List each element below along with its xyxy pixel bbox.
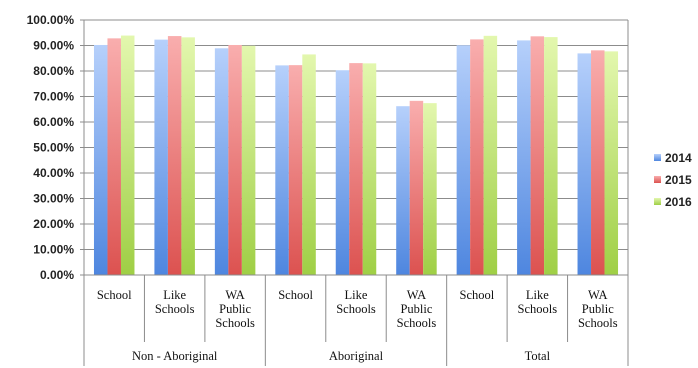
y-tick-label: 100.00% xyxy=(27,13,75,27)
bar-2016 xyxy=(181,37,195,276)
category-label: Like xyxy=(163,288,186,302)
category-label: Schools xyxy=(578,316,618,330)
bar-2016 xyxy=(362,63,377,275)
legend: 2014 2015 2016 xyxy=(654,151,692,209)
bar-2014 xyxy=(335,70,350,275)
group-label: Aboriginal xyxy=(329,349,384,363)
bar-2014 xyxy=(396,106,410,275)
bar-2014 xyxy=(154,39,168,276)
category-label: School xyxy=(278,288,313,302)
legend-label: 2015 xyxy=(665,173,692,187)
y-tick-label: 30.00% xyxy=(33,192,74,206)
category-label: Public xyxy=(219,302,251,316)
y-tick-label: 70.00% xyxy=(33,90,74,104)
bar-2014 xyxy=(577,53,592,275)
bar-2015 xyxy=(349,63,363,275)
y-tick-label: 0.00% xyxy=(40,268,74,282)
bar-2016 xyxy=(604,51,619,275)
bar-2016 xyxy=(423,103,437,275)
group-label: Non - Aboriginal xyxy=(132,349,218,363)
category-label: Schools xyxy=(397,316,437,330)
category-label: Schools xyxy=(215,316,255,330)
category-label: Like xyxy=(526,288,549,302)
bar-2015 xyxy=(167,36,182,275)
group-label: Total xyxy=(525,349,551,363)
bar-2015 xyxy=(530,36,545,275)
y-tick-label: 50.00% xyxy=(33,141,74,155)
bar-2016 xyxy=(241,45,256,275)
y-tick-label: 60.00% xyxy=(33,115,74,129)
legend-swatch-2016 xyxy=(654,198,661,205)
group-labels: Non - Aboriginal Aboriginal Total xyxy=(132,349,551,363)
y-tick-label: 10.00% xyxy=(33,243,74,257)
category-label: Schools xyxy=(336,302,376,316)
bar-2016 xyxy=(483,35,498,276)
axes xyxy=(80,19,629,366)
legend-label: 2016 xyxy=(665,195,692,209)
category-label: WA xyxy=(588,288,607,302)
bar-2015 xyxy=(409,100,424,276)
category-label: School xyxy=(460,288,495,302)
bar-2015 xyxy=(107,38,121,275)
y-tick-label: 40.00% xyxy=(33,166,74,180)
bar-2015 xyxy=(591,50,605,275)
bar-2016 xyxy=(544,37,558,276)
y-tick-label: 80.00% xyxy=(33,64,74,78)
bars xyxy=(93,35,619,276)
y-tick-label: 20.00% xyxy=(33,217,74,231)
category-label: WA xyxy=(225,288,244,302)
category-label: Like xyxy=(345,288,368,302)
y-axis-ticks: 0.00% 10.00% 20.00% 30.00% 40.00% 50.00% 60.00… xyxy=(27,13,75,282)
category-label: Schools xyxy=(518,302,558,316)
bar-2016 xyxy=(120,35,135,276)
bar-2016 xyxy=(302,54,316,275)
y-tick-label: 90.00% xyxy=(33,39,74,53)
category-label: School xyxy=(97,288,132,302)
legend-swatch-2014 xyxy=(654,154,661,161)
legend-swatch-2015 xyxy=(654,176,661,183)
legend-label: 2014 xyxy=(665,151,692,165)
category-label: Public xyxy=(582,302,614,316)
category-label: Schools xyxy=(155,302,195,316)
category-label: Public xyxy=(400,302,432,316)
bar-2015 xyxy=(288,65,303,275)
bar-2015 xyxy=(470,39,484,275)
bar-2014 xyxy=(517,40,531,276)
bar-2014 xyxy=(214,48,229,276)
category-label: WA xyxy=(407,288,426,302)
bar-2014 xyxy=(275,65,289,275)
bar-2014 xyxy=(93,44,108,275)
bar-2015 xyxy=(228,44,242,275)
bar-2014 xyxy=(456,45,471,276)
